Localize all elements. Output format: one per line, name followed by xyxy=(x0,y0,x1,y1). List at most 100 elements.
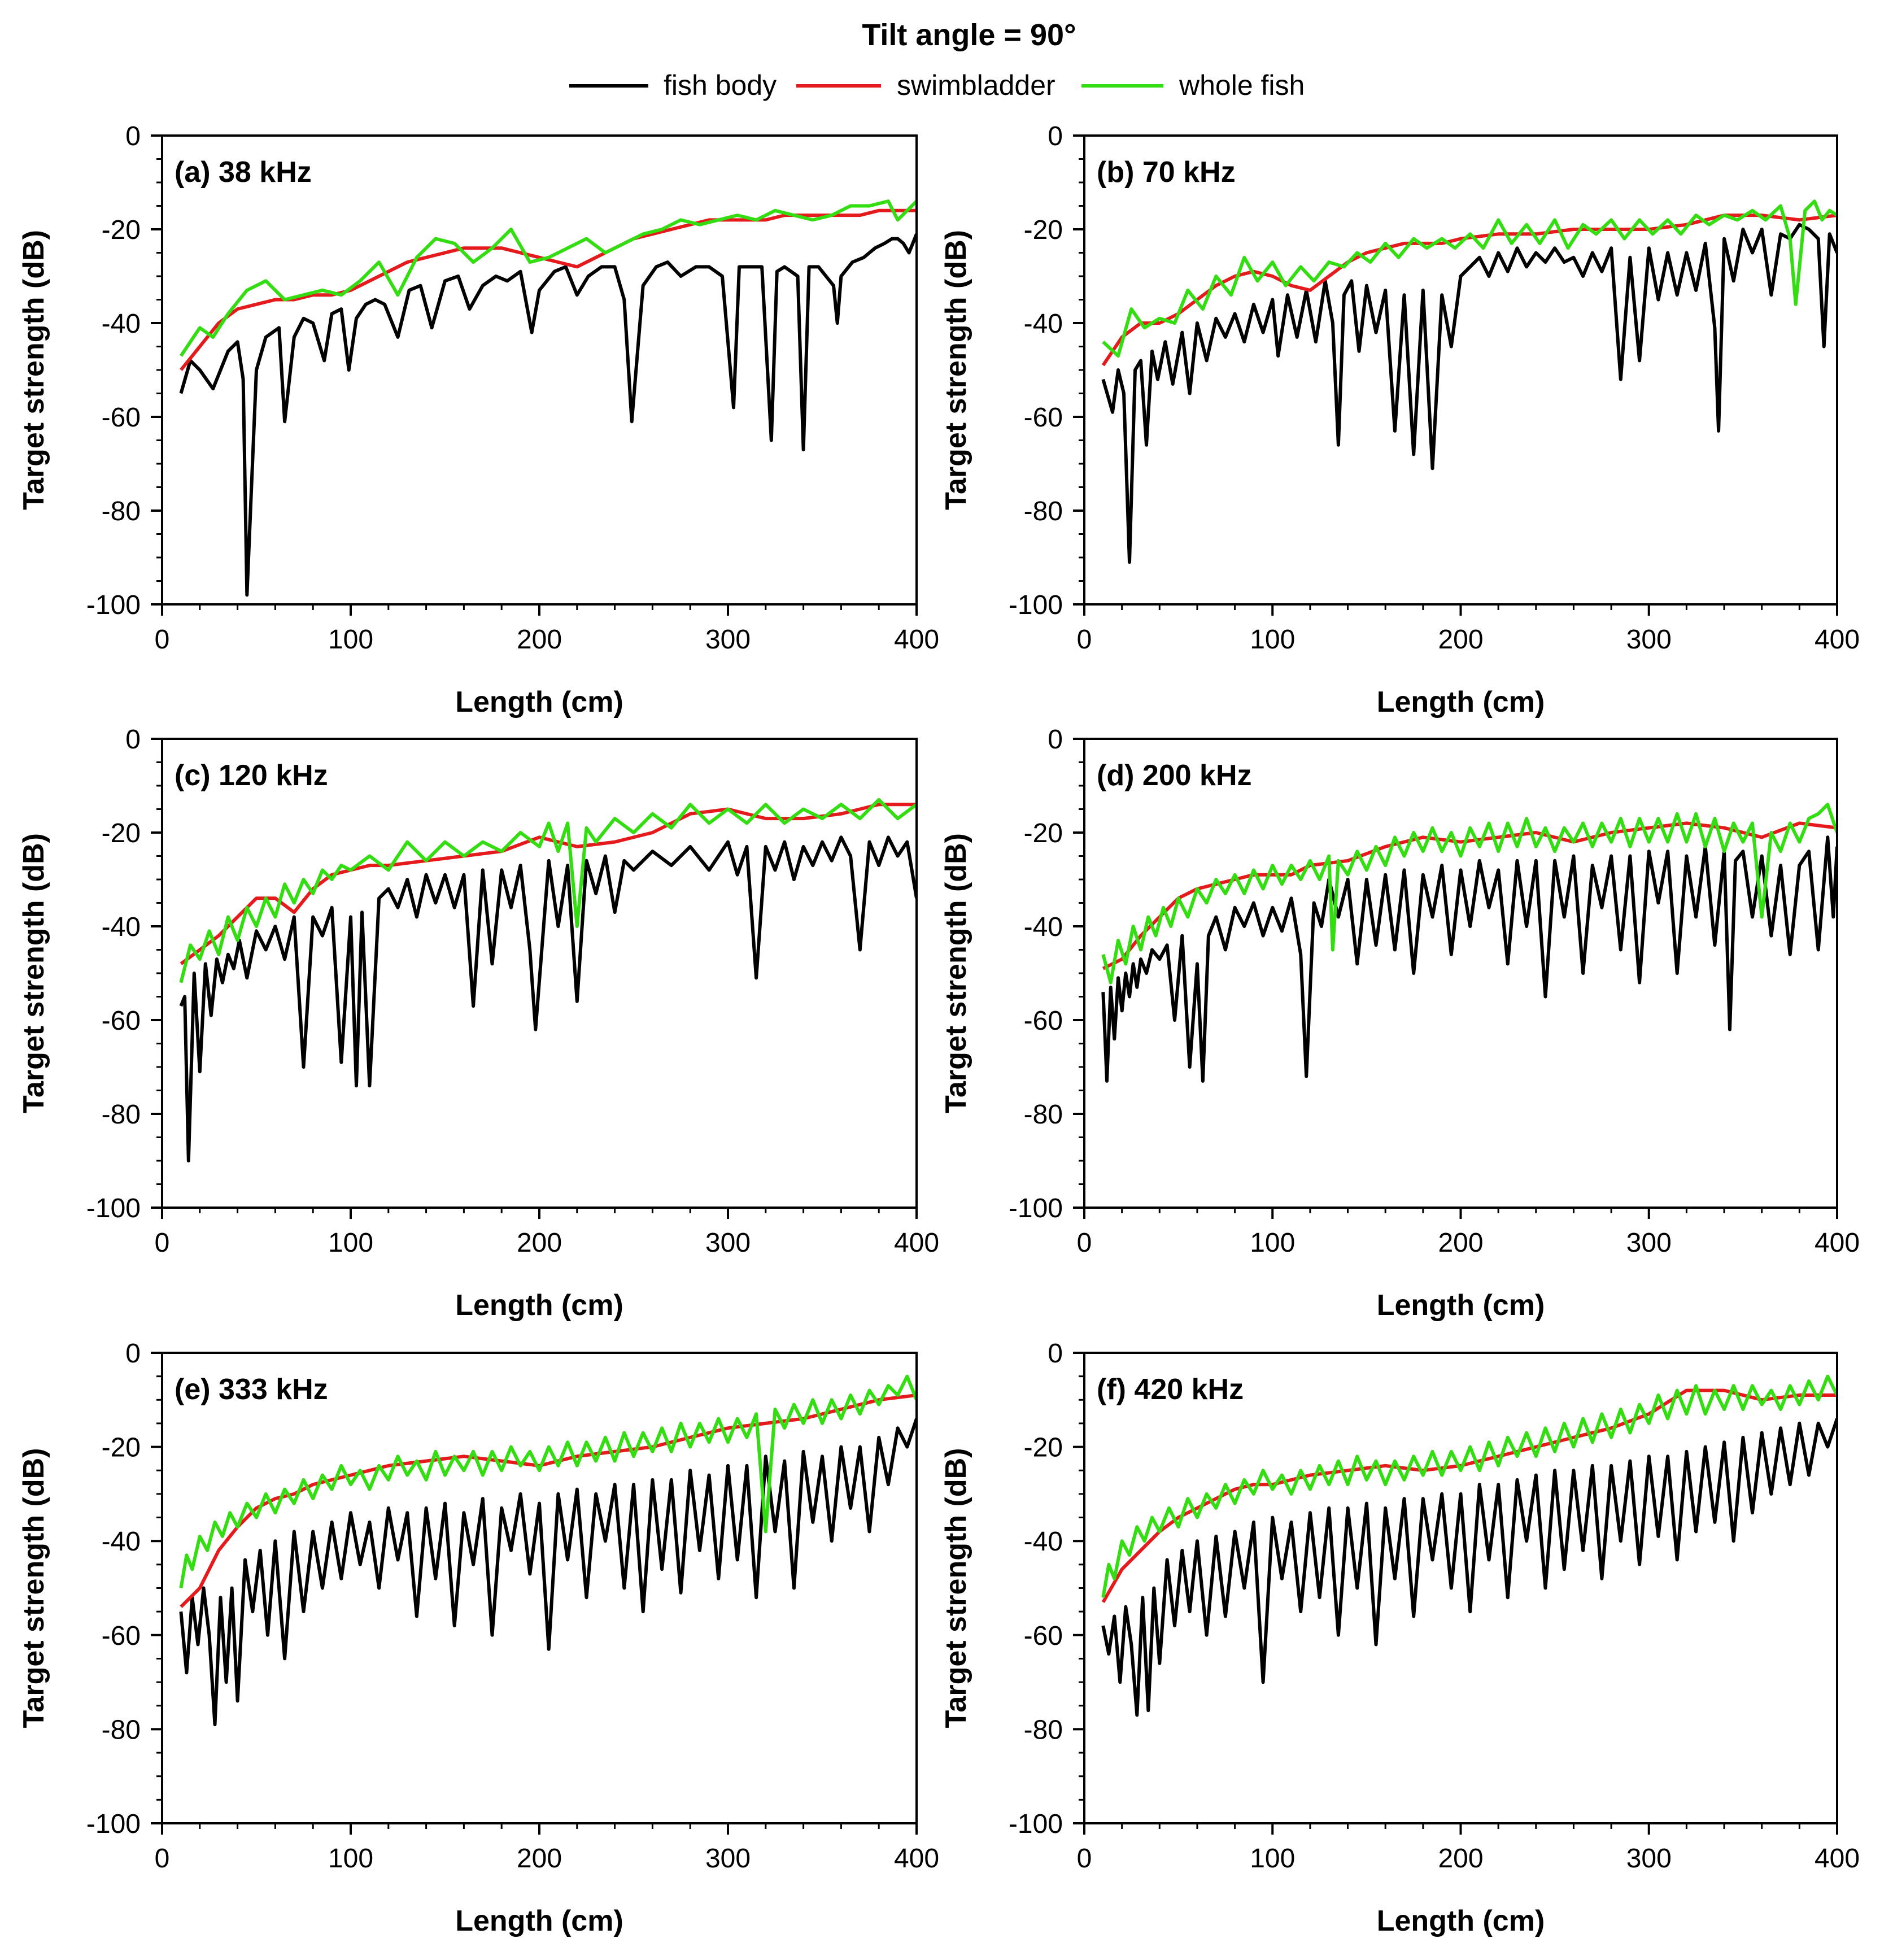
plot-frame xyxy=(1083,134,1838,606)
panel-label: (f) 420 kHz xyxy=(1097,1373,1244,1406)
y-tick-label: -40 xyxy=(1024,309,1063,339)
y-tick-label: -20 xyxy=(102,818,141,848)
series-fish-body xyxy=(1101,223,1837,564)
y-tick-label: -20 xyxy=(102,1433,141,1463)
x-tick-label: 0 xyxy=(155,1844,170,1874)
plot-area xyxy=(1101,803,1837,1083)
x-tick-label: 100 xyxy=(328,1228,373,1258)
y-tick-label: 0 xyxy=(1048,725,1063,755)
y-tick-label: -40 xyxy=(102,309,141,339)
series-swimbladder xyxy=(180,1393,917,1608)
y-tick-label: -20 xyxy=(1024,818,1063,848)
y-tick-label: -60 xyxy=(102,403,141,433)
panel-c-120-khz: 0 100 200 300 400 0 -20 -40 -60 -80 -100 Length (cm… xyxy=(18,725,939,1322)
x-tick-label: 200 xyxy=(1438,625,1483,655)
plot-area xyxy=(1101,199,1837,564)
y-axis-title: Target strength (dB) xyxy=(940,1448,972,1728)
x-tick-label: 300 xyxy=(1626,625,1672,655)
series-fish-body xyxy=(1101,835,1837,1083)
figure-title: Tilt angle = 90° xyxy=(862,18,1076,52)
plot-area xyxy=(179,798,917,1162)
y-tick-label: -60 xyxy=(1024,1006,1063,1036)
panel-label: (a) 38 kHz xyxy=(175,156,312,189)
y-tick-label: -60 xyxy=(102,1006,141,1036)
y-axis-title: Target strength (dB) xyxy=(18,833,50,1113)
plot-frame xyxy=(1083,1352,1838,1824)
x-tick-label: 200 xyxy=(517,625,562,655)
series-whole-fish xyxy=(1101,1374,1837,1598)
x-tick-label: 400 xyxy=(894,1228,939,1258)
x-tick-label: 200 xyxy=(1438,1228,1483,1258)
y-tick-label: -40 xyxy=(102,912,141,942)
series-whole-fish xyxy=(179,199,917,357)
x-tick-label: 300 xyxy=(705,1844,751,1874)
y-tick-label: 0 xyxy=(125,1339,141,1369)
series-fish-body xyxy=(179,835,917,1162)
x-axis-title: Length (cm) xyxy=(1377,686,1545,718)
panel-label: (e) 333 kHz xyxy=(175,1373,328,1406)
x-axis-title: Length (cm) xyxy=(455,1289,623,1322)
x-tick-label: 300 xyxy=(1626,1228,1672,1258)
legend-label-whole-fish: whole fish xyxy=(1179,69,1305,101)
y-axis-title: Target strength (dB) xyxy=(18,230,50,510)
y-tick-label: -40 xyxy=(1024,912,1063,942)
panel-a-38-khz: 0 100 200 300 400 0 -20 -40 -60 -80 -100 Length (cm… xyxy=(18,121,939,718)
x-tick-label: 0 xyxy=(1077,1844,1092,1874)
legend-item-fish-body: fish body xyxy=(569,69,777,101)
x-tick-label: 400 xyxy=(894,625,939,655)
y-tick-label: -40 xyxy=(102,1527,141,1557)
panel-label: (d) 200 kHz xyxy=(1097,759,1252,792)
y-tick-label: -80 xyxy=(102,1100,141,1130)
y-tick-label: -100 xyxy=(1009,590,1063,620)
series-swimbladder xyxy=(1101,214,1837,367)
y-tick-label: 0 xyxy=(1048,121,1063,151)
panel-e-333-khz: 0 100 200 300 400 0 -20 -40 -60 -80 -100 Length (cm… xyxy=(18,1339,939,1937)
panels: 0 100 200 300 400 0 -20 -40 -60 -80 -100 Length (cm… xyxy=(18,121,1860,1937)
legend: fish body swimbladder whole fish xyxy=(569,69,1305,101)
series-whole-fish xyxy=(179,1374,917,1589)
legend-item-whole-fish: whole fish xyxy=(1081,69,1305,101)
x-tick-label: 400 xyxy=(1815,1844,1860,1874)
series-whole-fish xyxy=(1101,803,1837,985)
y-tick-label: -80 xyxy=(1024,1100,1063,1130)
y-tick-label: -40 xyxy=(1024,1527,1063,1557)
series-fish-body xyxy=(179,233,917,597)
legend-label-swimbladder: swimbladder xyxy=(897,69,1055,101)
y-tick-label: -60 xyxy=(102,1621,141,1651)
y-tick-label: -100 xyxy=(1009,1809,1063,1839)
panel-b-70-khz: 0 100 200 300 400 0 -20 -40 -60 -80 -100 Length (cm… xyxy=(940,121,1860,718)
panel-d-200-khz: 0 100 200 300 400 0 -20 -40 -60 -80 -100 Length (cm… xyxy=(940,725,1860,1322)
x-axis-title: Length (cm) xyxy=(455,686,623,718)
y-tick-label: 0 xyxy=(125,121,141,151)
y-axis-title: Target strength (dB) xyxy=(940,230,972,510)
x-tick-label: 200 xyxy=(1438,1844,1483,1874)
legend-item-swimbladder: swimbladder xyxy=(796,69,1055,101)
plot-area xyxy=(1101,1374,1837,1717)
x-tick-label: 300 xyxy=(705,1228,751,1258)
x-tick-label: 200 xyxy=(517,1844,562,1874)
x-tick-label: 300 xyxy=(1626,1844,1672,1874)
y-tick-label: -100 xyxy=(1009,1194,1063,1223)
panel-label: (c) 120 kHz xyxy=(175,759,328,792)
x-tick-label: 100 xyxy=(328,625,373,655)
x-tick-label: 0 xyxy=(155,1228,170,1258)
y-tick-label: -80 xyxy=(102,496,141,526)
panel-f-420-khz: 0 100 200 300 400 0 -20 -40 -60 -80 -100 Length (cm… xyxy=(940,1339,1860,1937)
y-tick-label: -20 xyxy=(1024,215,1063,245)
panel-label: (b) 70 kHz xyxy=(1097,156,1236,189)
x-tick-label: 0 xyxy=(155,625,170,655)
x-axis-title: Length (cm) xyxy=(455,1905,623,1937)
x-axis-title: Length (cm) xyxy=(1377,1289,1545,1322)
y-tick-label: 0 xyxy=(125,725,141,755)
y-tick-label: -80 xyxy=(1024,1715,1063,1745)
y-tick-label: -100 xyxy=(86,1194,141,1223)
series-whole-fish xyxy=(1102,199,1837,358)
x-tick-label: 100 xyxy=(1250,1844,1295,1874)
y-tick-label: -80 xyxy=(1024,496,1063,526)
y-axis-title: Target strength (dB) xyxy=(18,1448,50,1728)
series-swimbladder xyxy=(180,803,917,965)
x-tick-label: 400 xyxy=(1815,1228,1860,1258)
x-tick-label: 0 xyxy=(1077,625,1092,655)
plot-frame xyxy=(161,134,918,606)
